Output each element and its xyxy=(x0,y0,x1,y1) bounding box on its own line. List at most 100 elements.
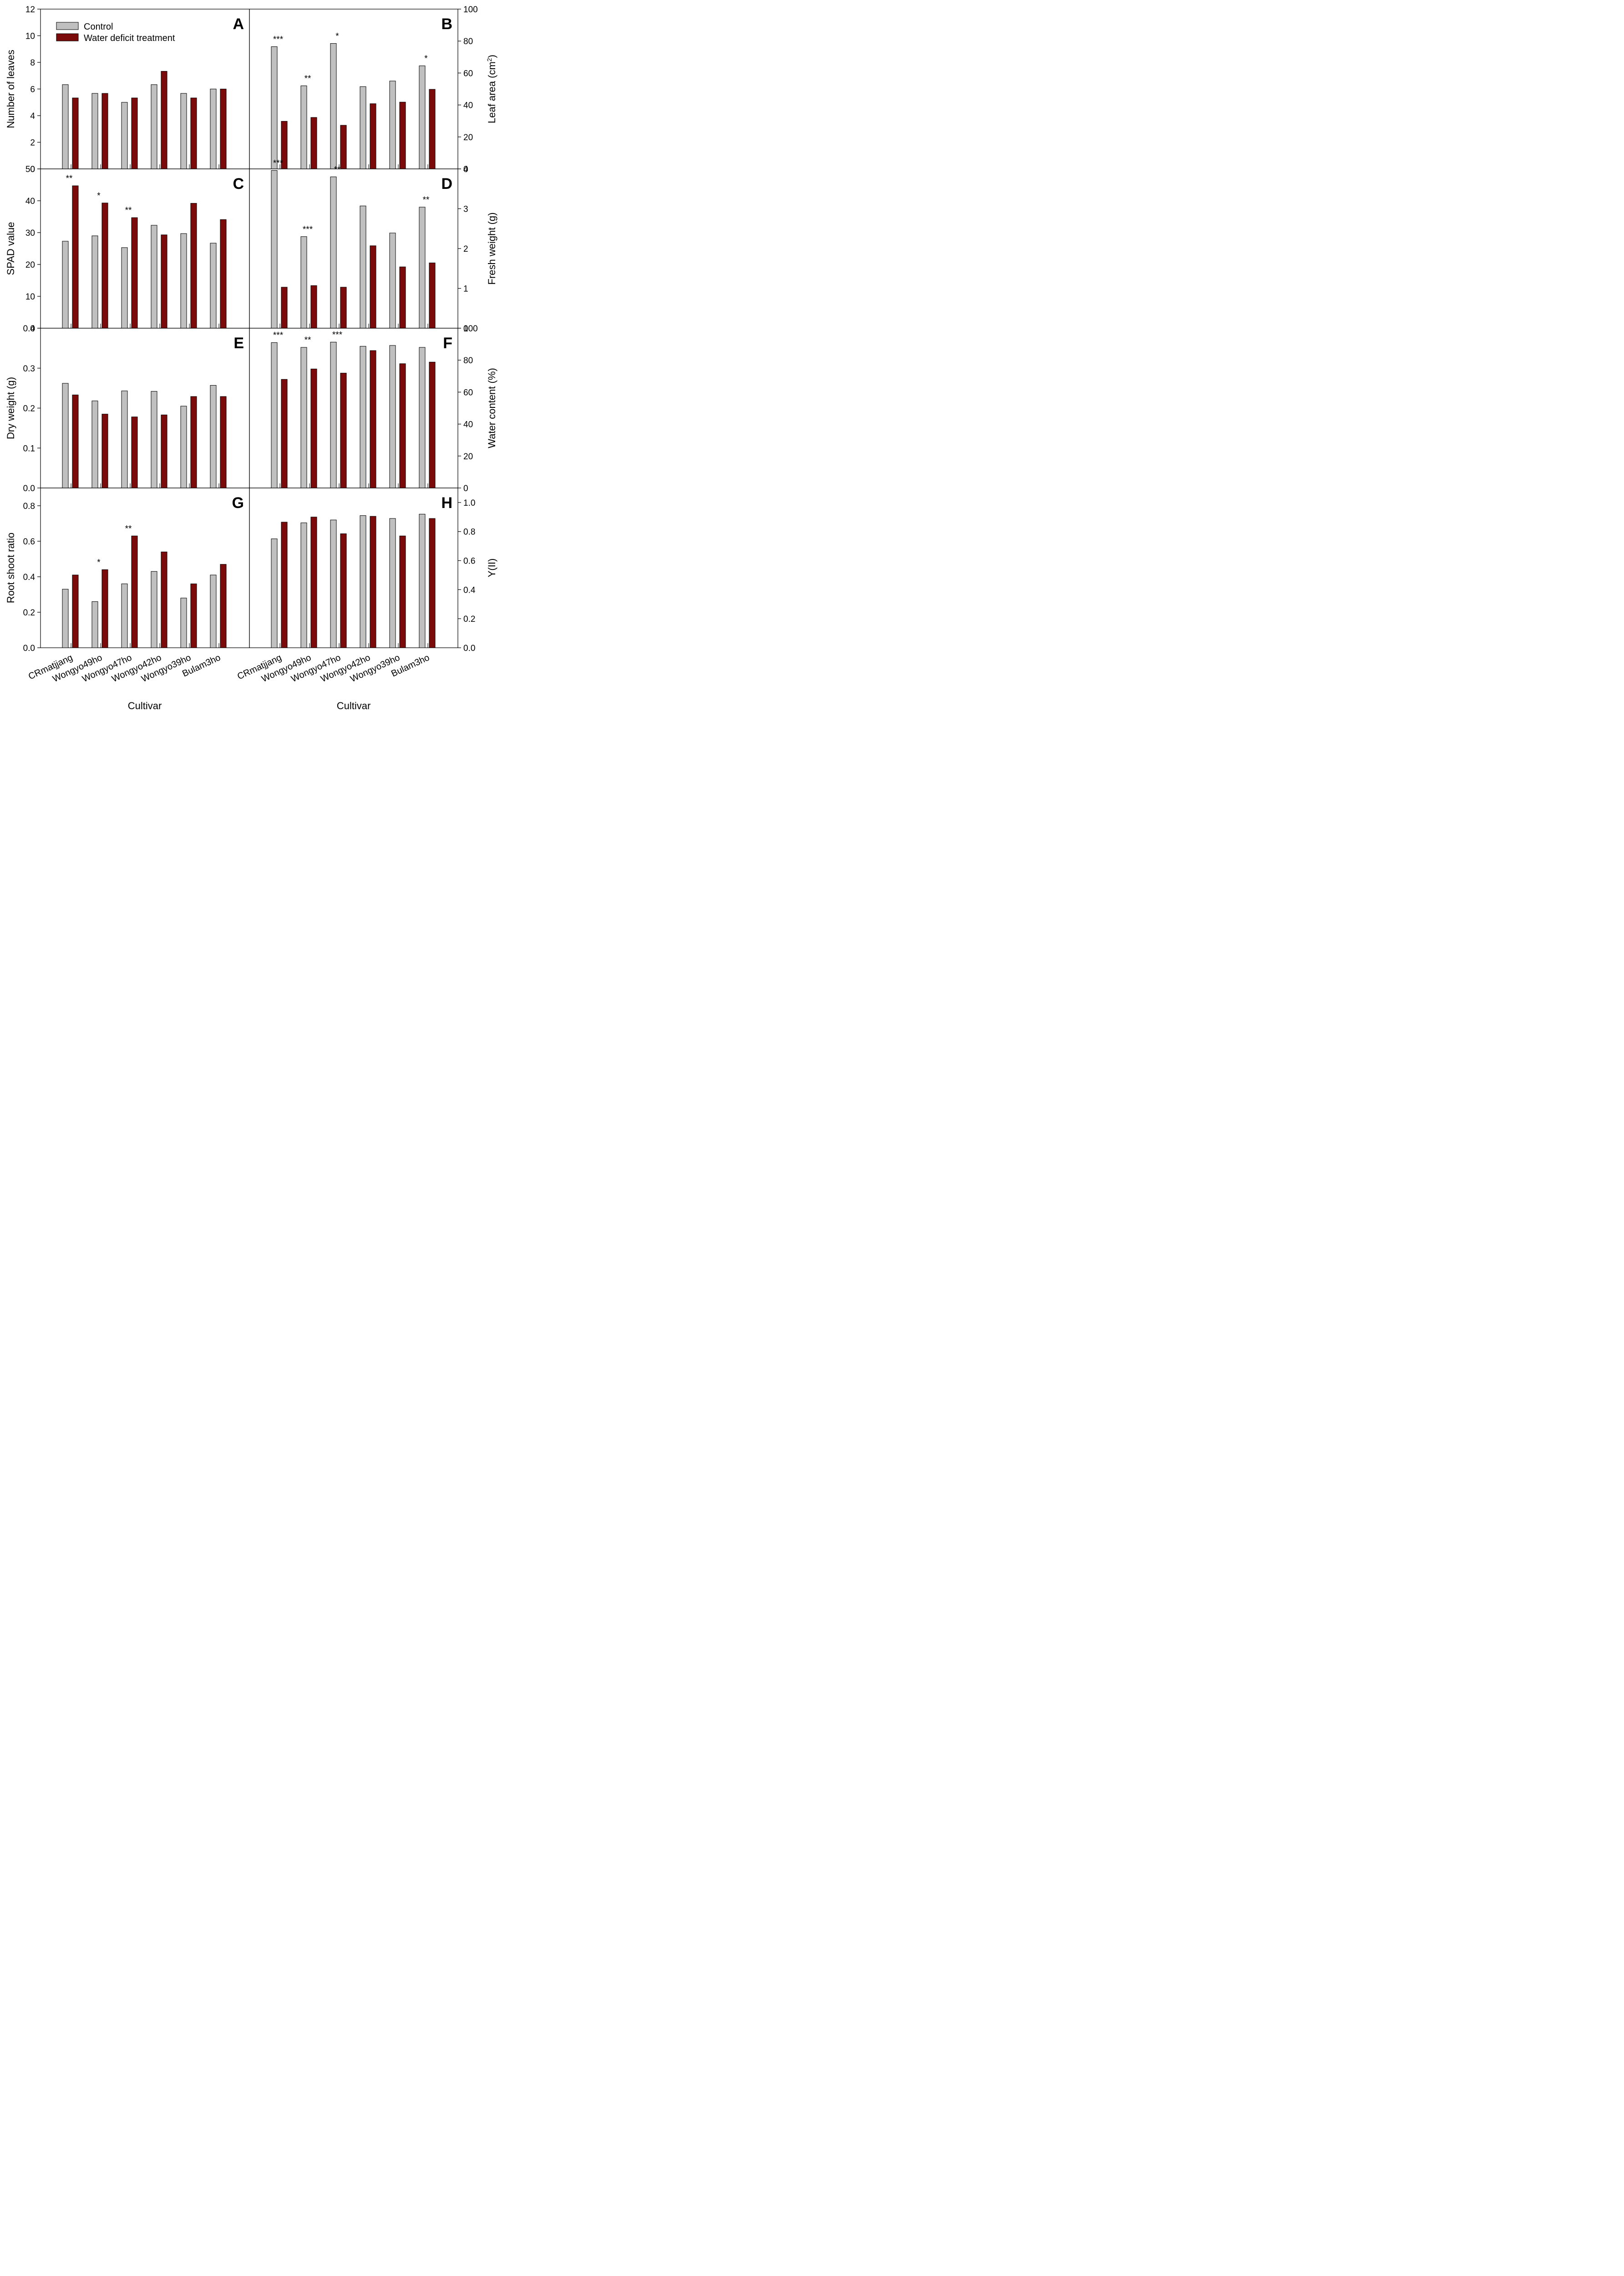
panel-e-ytick-label: 0.3 xyxy=(23,364,35,374)
panel-h-bar-treatment xyxy=(399,535,406,648)
panel-c-letter: C xyxy=(233,175,244,193)
panel-f-bar-treatment xyxy=(310,369,317,488)
panel-e-bar-treatment xyxy=(72,395,79,488)
panel-d-bar-control xyxy=(419,207,426,329)
panel-a-letter: A xyxy=(233,15,244,33)
panel-b-significance: * xyxy=(335,31,339,41)
panel-a-bar-treatment xyxy=(161,71,167,169)
panel-f-bar-control xyxy=(271,342,278,488)
panel-c-bar-control xyxy=(151,225,157,329)
panel-f-significance: *** xyxy=(332,330,343,340)
panel-f-ytick-label: 0 xyxy=(463,484,468,493)
panel-d-frame xyxy=(249,168,458,329)
panel-c-bar-control xyxy=(62,241,69,329)
panel-d-bar-control xyxy=(300,236,307,329)
panel-a-ytick-label: 0 xyxy=(30,165,35,174)
panel-b-ytick-label: 20 xyxy=(463,133,473,142)
panel-g-bar-treatment xyxy=(72,574,79,648)
panel-e-bar-control xyxy=(151,391,157,488)
panel-f-bar-treatment xyxy=(340,373,347,488)
panel-h-bar-treatment xyxy=(429,518,436,648)
panel-c-bar-control xyxy=(210,243,217,329)
panel-d-bar-treatment xyxy=(281,287,288,329)
panel-e-bar-control xyxy=(210,385,217,488)
panel-e-ytick-label: 0.1 xyxy=(23,444,35,453)
panel-b-ylabel-superscript: 2 xyxy=(486,58,493,61)
panel-e-bar-treatment xyxy=(102,414,108,488)
panel-d-bar-treatment xyxy=(370,245,376,329)
panel-a: 0 2 4 6 8 10 12 Number of leaves A xyxy=(5,5,250,174)
panel-e-bar-treatment xyxy=(161,414,167,488)
panel-b-bar-treatment xyxy=(399,102,406,169)
panel-a-bar-control xyxy=(210,89,217,169)
legend-treatment-swatch xyxy=(56,33,79,41)
panel-e-bar-control xyxy=(180,406,187,488)
panel-b-ytick-label: 40 xyxy=(463,101,473,111)
panel-h-ytick-label: 0.6 xyxy=(463,557,475,566)
panel-g-bar-control xyxy=(210,574,217,648)
panel-h-bar-control xyxy=(271,539,278,648)
panel-d-ytick-label: 2 xyxy=(463,244,468,254)
panel-f-bar-control xyxy=(330,342,337,488)
panel-a-bar-control xyxy=(151,84,157,169)
panel-f-letter: F xyxy=(443,335,452,352)
panel-h-ytick-label: 1.0 xyxy=(463,498,475,508)
legend-control-swatch xyxy=(56,22,79,30)
panel-h-bar-control xyxy=(419,513,426,648)
panel-d-significance: ** xyxy=(423,195,430,205)
panel-f-bar-control xyxy=(360,346,366,488)
panel-b-significance: ** xyxy=(304,74,311,83)
panel-d-bar-control xyxy=(330,177,337,329)
panel-b-bar-control xyxy=(300,85,307,169)
panel-e-letter: E xyxy=(233,335,244,352)
panel-e-ytick-label: 0.4 xyxy=(23,324,36,334)
legend-control-label: Control xyxy=(84,22,113,32)
panel-c-ytick-label: 20 xyxy=(25,260,35,270)
panel-a-bar-control xyxy=(180,93,187,169)
panel-d-ytick-label: 4 xyxy=(463,165,468,174)
panel-g-bar-control xyxy=(180,598,187,648)
panel-a-ytick-label: 12 xyxy=(25,5,35,15)
panel-e: 0.0 0.1 0.2 0.3 0.4 Dry weight (g) E xyxy=(5,324,250,493)
panel-e-ytick-label: 0.0 xyxy=(23,484,35,493)
panel-b-bar-control xyxy=(271,46,278,169)
panel-a-bar-treatment xyxy=(102,93,108,169)
panel-a-bar-treatment xyxy=(131,97,138,169)
panel-b-bar-treatment xyxy=(429,89,436,169)
panel-g-ylabel: Root shoot ratio xyxy=(5,533,16,603)
panel-a-ytick-label: 4 xyxy=(30,112,35,121)
panel-a-bar-control xyxy=(91,93,98,169)
panel-a-ytick-label: 10 xyxy=(25,32,35,41)
panel-d-ylabel: Fresh weight (g) xyxy=(486,213,497,285)
panel-e-bar-control xyxy=(121,391,128,488)
panel-c-frame xyxy=(40,168,250,329)
panel-a-bar-treatment xyxy=(72,97,79,169)
panel-g-bar-control xyxy=(121,584,128,648)
panel-b-significance: *** xyxy=(273,35,284,44)
panel-c-ytick-label: 30 xyxy=(25,229,35,238)
panel-c-ytick-label: 0 xyxy=(30,324,35,334)
panel-b-bar-control xyxy=(360,86,366,169)
panel-f-bar-treatment xyxy=(281,379,288,488)
panel-g-bar-control xyxy=(151,571,157,648)
panel-h-ytick-label: 0.2 xyxy=(463,615,475,624)
panel-c-significance: * xyxy=(97,191,101,201)
panel-g-bar-treatment xyxy=(131,535,138,648)
panel-c-bar-treatment xyxy=(190,203,197,329)
panel-a-bar-treatment xyxy=(190,97,197,169)
panel-g-ytick-label: 0.2 xyxy=(23,608,35,618)
panel-f-ytick-label: 80 xyxy=(463,356,473,366)
panel-h-ytick-label: 0.4 xyxy=(463,585,476,595)
panel-h-bar-control xyxy=(389,518,396,648)
panel-g-bar-control xyxy=(62,589,69,648)
panel-b-bar-treatment xyxy=(310,117,317,169)
panel-b-ytick-label: 60 xyxy=(463,69,473,78)
panel-h-bar-control xyxy=(300,523,307,648)
panel-h-letter: H xyxy=(441,494,452,512)
panel-c-bar-control xyxy=(180,233,187,329)
panel-g-bar-treatment xyxy=(190,584,197,648)
panel-e-bar-control xyxy=(62,383,69,488)
